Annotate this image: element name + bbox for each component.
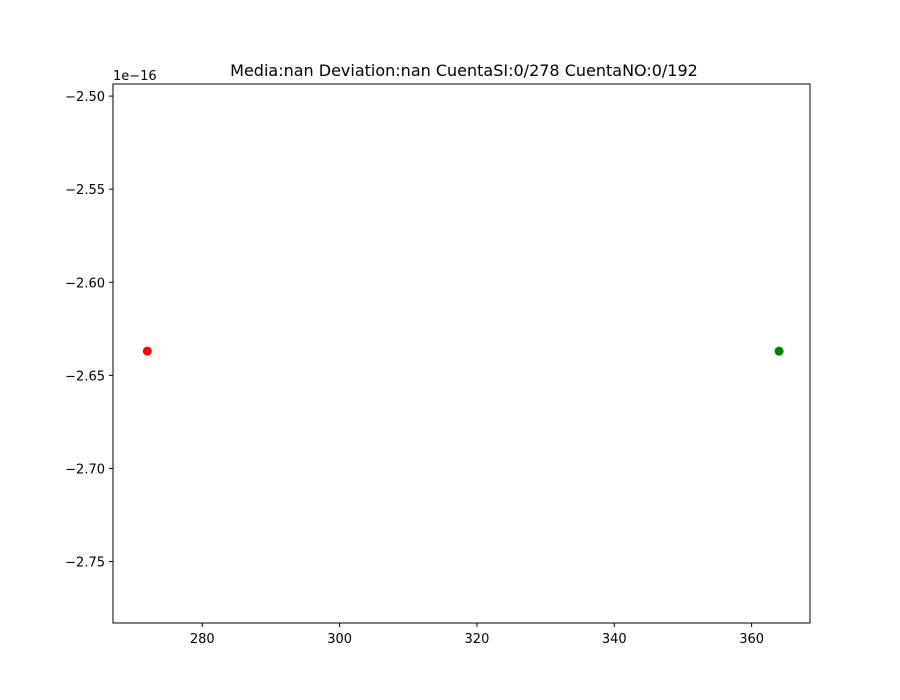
- data-point: [774, 346, 784, 356]
- x-tick-label: 280: [190, 632, 215, 647]
- x-tick-label: 300: [327, 632, 352, 647]
- y-tick-label: −2.75: [65, 556, 105, 571]
- y-tick-label: −2.65: [65, 369, 105, 384]
- y-tick-label: −2.50: [65, 90, 105, 105]
- axes-frame: [112, 83, 811, 624]
- x-tick-label: 360: [739, 632, 764, 647]
- plot-area: 280 300 320 340 360 −2.50 −2.55 −2.60 −2.65 −2.70…: [65, 83, 811, 647]
- x-tick-label: 340: [602, 632, 627, 647]
- x-tick-label: 320: [465, 632, 490, 647]
- chart-title: Media:nan Deviation:nan CuentaSI:0/278 C…: [230, 61, 698, 80]
- y-tick-label: −2.55: [65, 183, 105, 198]
- y-tick-label: −2.60: [65, 276, 105, 291]
- data-point: [142, 346, 152, 356]
- y-tick-label: −2.70: [65, 462, 105, 477]
- y-offset-label: 1e−16: [113, 69, 157, 84]
